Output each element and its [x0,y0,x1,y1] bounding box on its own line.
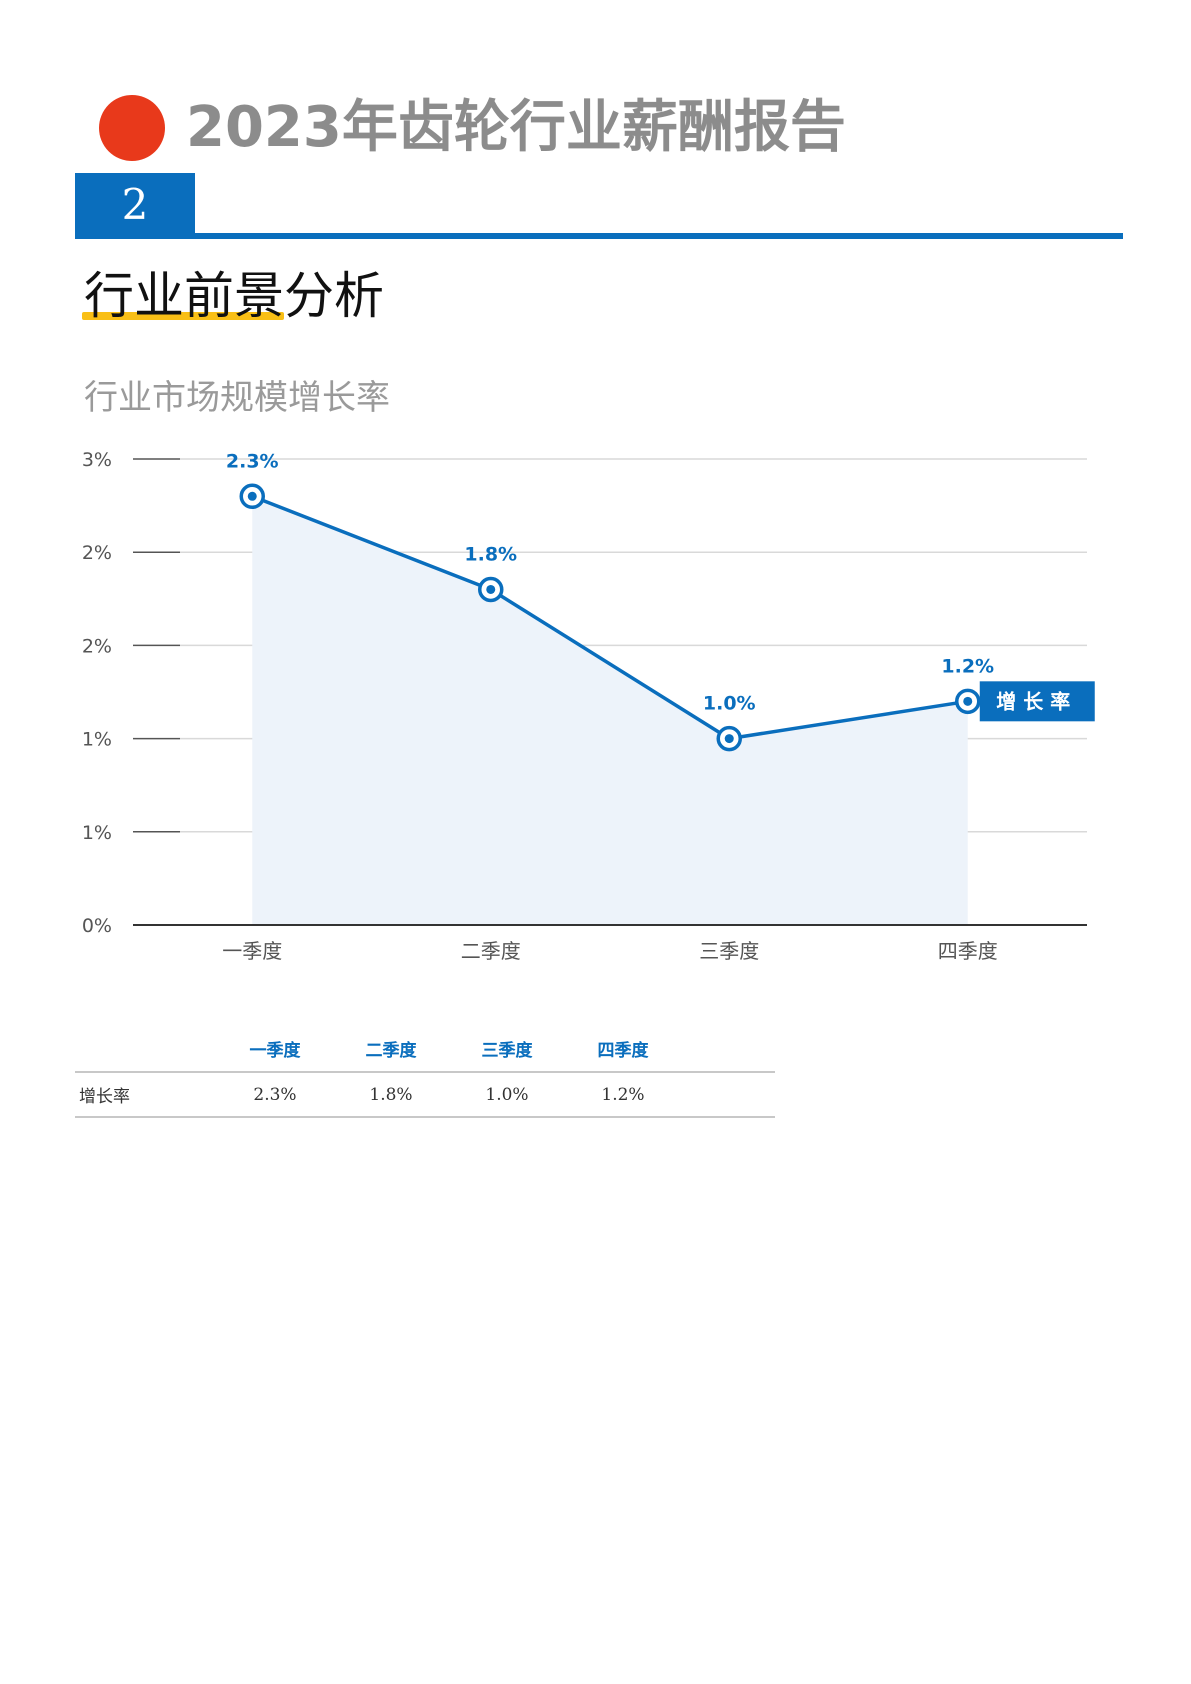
y-tick-label: 1% [82,822,112,844]
series-legend-label: 增长率 [996,689,1077,713]
y-tick-label: 3% [82,449,112,471]
series-area-fill [252,496,968,925]
section-title: 行业前景分析 [84,267,384,325]
x-tick-label: 二季度 [461,939,521,963]
data-label: 2.3% [226,450,279,472]
table-cell: 1.0% [449,1072,565,1118]
table-row: 增长率 2.3% 1.8% 1.0% 1.2% [75,1072,775,1118]
table-header-cell: 四季度 [565,1025,681,1073]
table-cell: 2.3% [217,1072,333,1118]
section-title-highlight [82,312,284,320]
table-row-label: 增长率 [75,1072,217,1118]
data-label: 1.2% [941,655,994,677]
data-point-dot [247,491,257,501]
x-tick-label: 四季度 [938,939,998,963]
brand-dot-icon [99,95,165,161]
y-tick-label: 1% [82,729,112,751]
x-tick-label: 一季度 [222,939,282,963]
data-point-dot [963,696,973,706]
table-header-cell: 一季度 [217,1025,333,1073]
table-header-row: 一季度 二季度 三季度 四季度 [75,1025,775,1073]
report-title: 2023年齿轮行业薪酬报告 [186,95,846,160]
data-label: 1.8% [464,543,517,565]
y-tick-label: 0% [82,915,112,937]
table-header-spacer [681,1025,775,1073]
table-header-cell [75,1025,217,1073]
series-line [251,494,969,741]
chapter-number-badge: 2 [75,173,195,237]
table-spacer-cell [681,1072,775,1118]
y-tick-label: 2% [82,542,112,564]
table-cell: 1.2% [565,1072,681,1118]
chart-title: 行业市场规模增长率 [84,378,390,418]
y-tick-label: 2% [82,635,112,657]
growth-rate-data-table: 一季度 二季度 三季度 四季度 增长率 2.3% 1.8% 1.0% 1.2% [75,1025,775,1118]
x-tick-label: 三季度 [699,939,759,963]
table-header-cell: 二季度 [333,1025,449,1073]
data-point-dot [486,584,496,594]
data-point-dot [724,734,734,744]
table-header-cell: 三季度 [449,1025,565,1073]
chapter-divider [75,233,1123,239]
series-legend-tag [979,681,1095,722]
data-label: 1.0% [703,693,756,715]
table-cell: 1.8% [333,1072,449,1118]
growth-rate-line-chart: 0% 1% 1% 2% 2% 3% 增长率 2.3% 1.8% 1.0% 1.2% 一季度 二季度 三季度… [82,449,1095,963]
